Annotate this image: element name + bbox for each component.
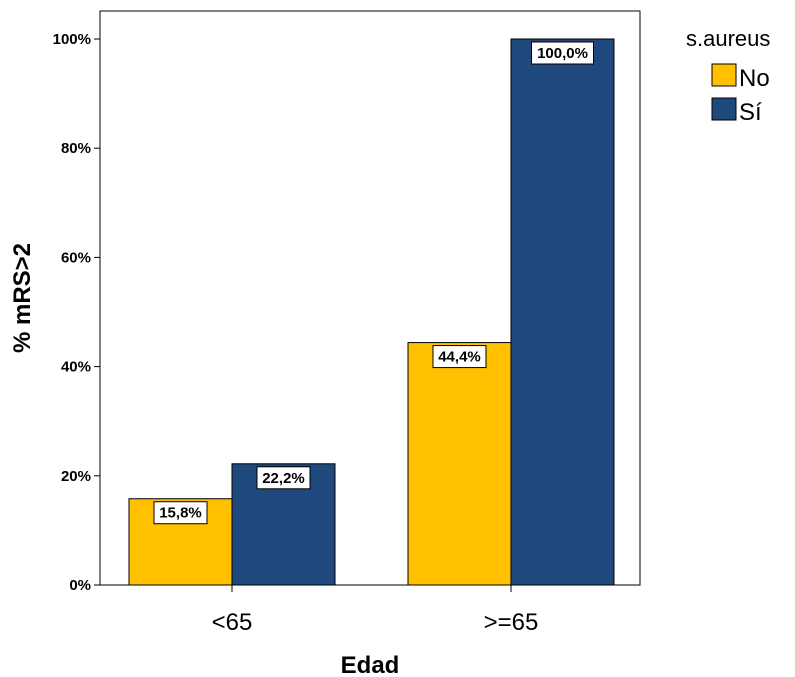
x-axis-title: Edad	[341, 652, 400, 677]
legend-title: s.aureus	[686, 26, 770, 51]
legend-label-no: No	[739, 65, 770, 92]
x-tick-label: >=65	[484, 609, 539, 636]
legend-label-si: Sí	[739, 99, 762, 126]
y-tick-label: 80%	[61, 140, 91, 157]
legend: s.aureus No Sí	[686, 26, 770, 126]
bars-layer	[128, 38, 615, 586]
data-labels-layer: 15,8% 22,2% 44,4% 100,0%	[153, 41, 594, 525]
data-label-box	[256, 466, 311, 490]
data-label: 22,2%	[262, 470, 305, 487]
data-label-box	[153, 501, 208, 525]
data-label: 100,0%	[537, 45, 588, 62]
x-tick-label: <65	[212, 609, 253, 636]
data-label: 44,4%	[438, 349, 481, 366]
y-tick-label: 0%	[69, 577, 91, 594]
y-tick-label: 40%	[61, 359, 91, 376]
y-axis: 0% 20% 40% 60% 80% 100%	[53, 31, 100, 594]
data-label-box	[432, 345, 487, 369]
data-label: 15,8%	[159, 505, 202, 522]
y-axis-title: % mRS>2	[9, 243, 36, 353]
x-axis: <65 >=65	[212, 585, 539, 636]
y-tick-label: 100%	[53, 31, 91, 48]
data-label-box	[531, 41, 594, 65]
bar	[407, 342, 512, 586]
legend-swatch-no	[711, 63, 737, 87]
y-tick-label: 20%	[61, 468, 91, 485]
y-tick-label: 60%	[61, 249, 91, 266]
bar	[510, 38, 615, 586]
legend-swatch-si	[711, 97, 737, 121]
